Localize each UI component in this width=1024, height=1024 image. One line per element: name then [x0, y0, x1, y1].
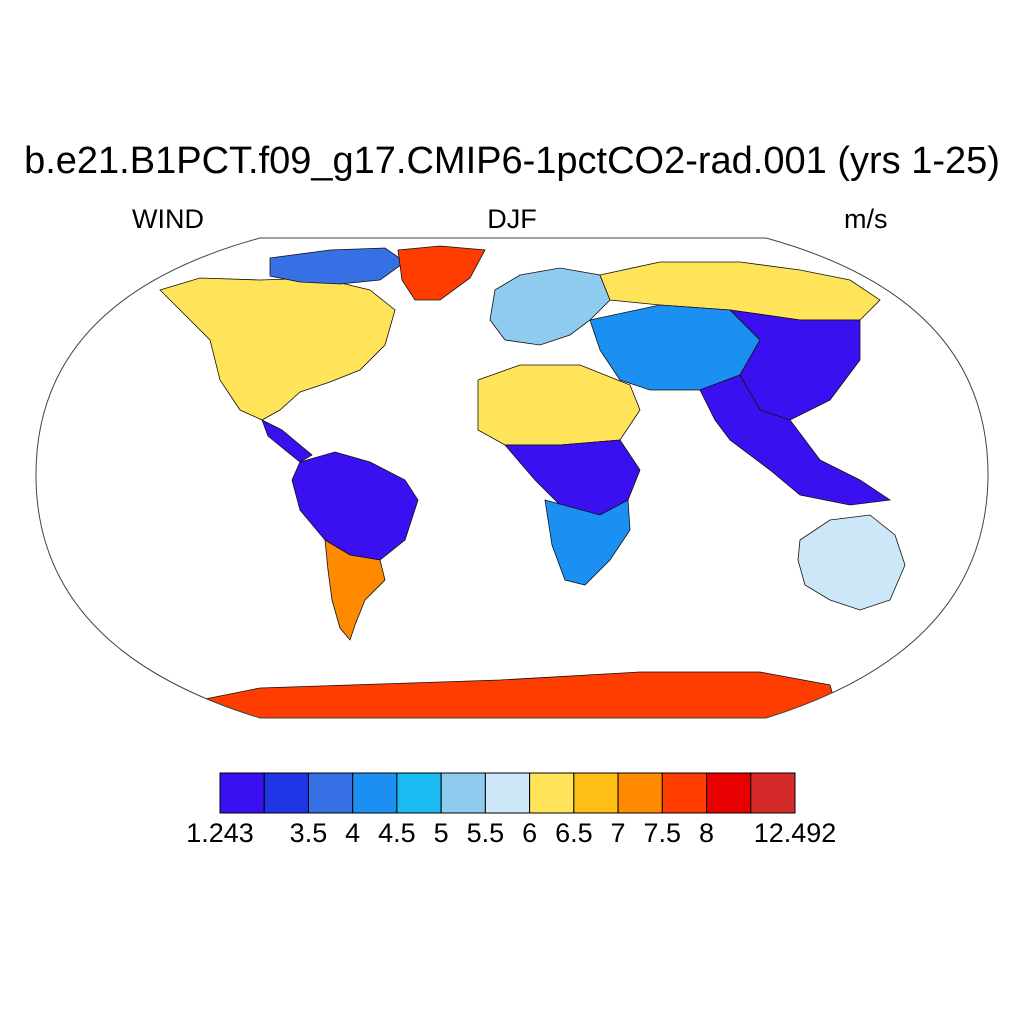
colorbar-swatch [573, 772, 619, 814]
region-central-africa [504, 439, 641, 516]
region-southern-africa [544, 499, 631, 586]
colorbar-swatch [440, 772, 486, 814]
colorbar-tick-label: 5.5 [466, 818, 505, 848]
colorbar-swatch [661, 772, 708, 814]
region-greenland [397, 245, 486, 301]
colorbar-tick-label: 12.492 [753, 818, 837, 848]
region-east-asia [728, 309, 861, 421]
colorbar-tick-label: 3.5 [289, 818, 328, 848]
colorbar-swatch [263, 772, 309, 814]
region-southeast-asia [699, 374, 892, 506]
colorbar-tick-label: 4.5 [378, 818, 416, 848]
colorbar-tick-label: 8 [699, 818, 715, 848]
colorbar-tick-label: 6 [522, 818, 538, 848]
colorbar-swatch [617, 772, 663, 814]
region-europe [489, 267, 611, 346]
colorbar-tick-label: 5 [433, 818, 449, 848]
colorbar [219, 772, 796, 814]
region-patagonia [324, 539, 386, 641]
colorbar-swatch [396, 772, 442, 814]
colorbar-swatch [307, 772, 354, 814]
colorbar-swatch [706, 772, 752, 814]
colorbar-tick-label: 7 [610, 818, 626, 848]
colorbar-swatch [352, 772, 398, 814]
colorbar-swatch [219, 772, 265, 814]
region-central-america [261, 419, 313, 463]
map-title: b.e21.B1PCT.f09_g17.CMIP6-1pctCO2-rad.00… [24, 140, 1000, 182]
globe-outline [35, 237, 989, 719]
colorbar-tick-label: 7.5 [643, 818, 682, 848]
colorbar-tick-label: 1.243 [186, 818, 254, 848]
colorbar-swatch [750, 772, 796, 814]
region-sahara [477, 364, 641, 446]
season-label: DJF [487, 204, 537, 234]
colorbar-tick-label: 4 [345, 818, 361, 848]
region-northern-canada [269, 247, 406, 285]
colorbar-swatch [529, 772, 575, 814]
colorbar-swatch [484, 772, 531, 814]
land-fields [159, 245, 906, 718]
units-label: m/s [844, 204, 888, 234]
region-north-america [159, 277, 396, 421]
region-amazon [291, 451, 419, 561]
variable-label: WIND [132, 204, 204, 234]
region-antarctica [199, 671, 841, 718]
colorbar-tick-label: 6.5 [555, 818, 593, 848]
region-australia [797, 514, 906, 611]
